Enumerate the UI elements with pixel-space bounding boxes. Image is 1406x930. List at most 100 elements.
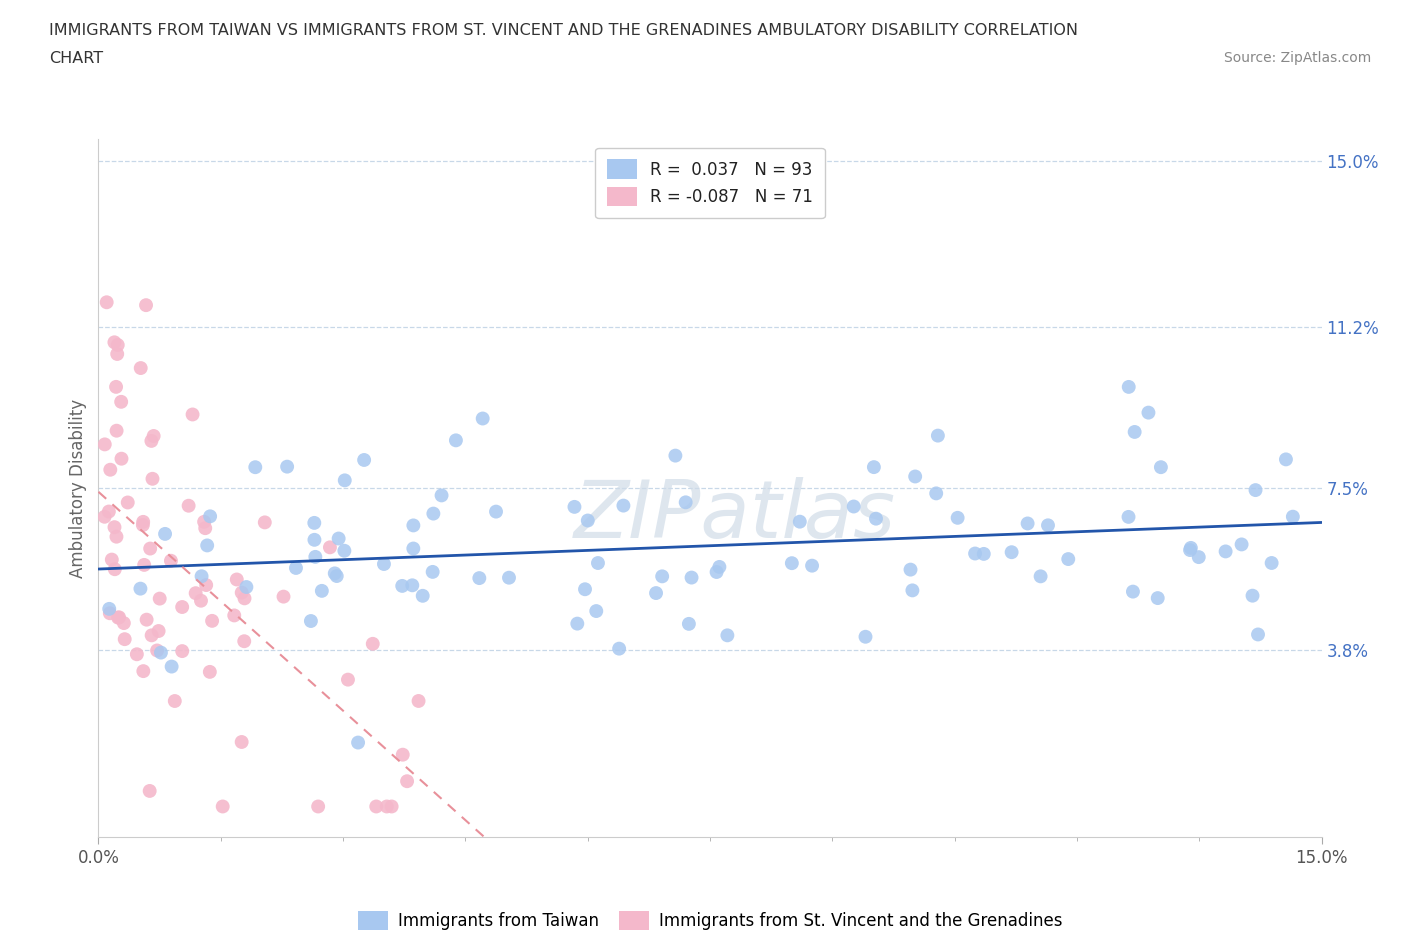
Point bbox=[585, 604, 607, 618]
Point bbox=[336, 672, 359, 687]
Point bbox=[1001, 545, 1024, 560]
Point bbox=[651, 569, 673, 584]
Point bbox=[925, 486, 948, 501]
Point bbox=[98, 602, 121, 617]
Point bbox=[375, 799, 398, 814]
Point bbox=[285, 561, 308, 576]
Point bbox=[422, 506, 444, 521]
Point bbox=[114, 631, 136, 646]
Point bbox=[863, 459, 886, 474]
Point bbox=[149, 591, 172, 606]
Point bbox=[412, 589, 434, 604]
Point bbox=[396, 774, 419, 789]
Point bbox=[141, 472, 163, 486]
Point bbox=[105, 423, 128, 438]
Point bbox=[231, 585, 253, 600]
Point bbox=[129, 581, 152, 596]
Point bbox=[973, 547, 995, 562]
Point bbox=[1029, 569, 1052, 584]
Point bbox=[101, 552, 124, 567]
Point bbox=[1215, 544, 1237, 559]
Point bbox=[347, 735, 370, 750]
Point bbox=[172, 600, 194, 615]
Point bbox=[789, 514, 811, 529]
Point bbox=[103, 520, 125, 535]
Point bbox=[402, 518, 425, 533]
Point bbox=[1057, 551, 1080, 566]
Point bbox=[1118, 379, 1140, 394]
Point bbox=[567, 617, 589, 631]
Point bbox=[93, 510, 115, 525]
Point bbox=[146, 643, 169, 658]
Point bbox=[194, 521, 217, 536]
Point bbox=[709, 560, 731, 575]
Point bbox=[98, 605, 121, 620]
Point bbox=[225, 572, 247, 587]
Point bbox=[444, 432, 467, 447]
Y-axis label: Ambulatory Disability: Ambulatory Disability bbox=[69, 399, 87, 578]
Point bbox=[107, 338, 129, 352]
Point bbox=[612, 498, 634, 513]
Point bbox=[408, 694, 430, 709]
Point bbox=[94, 437, 117, 452]
Point bbox=[323, 566, 346, 581]
Point bbox=[198, 509, 221, 524]
Point bbox=[304, 550, 326, 565]
Point bbox=[132, 514, 155, 529]
Point bbox=[1282, 510, 1305, 525]
Point bbox=[1180, 540, 1202, 555]
Point bbox=[1178, 542, 1201, 557]
Point bbox=[235, 579, 257, 594]
Point bbox=[103, 335, 125, 350]
Point bbox=[233, 591, 256, 605]
Point bbox=[576, 513, 599, 528]
Point bbox=[1247, 627, 1270, 642]
Point bbox=[149, 645, 172, 660]
Point bbox=[129, 361, 152, 376]
Point bbox=[110, 451, 132, 466]
Point bbox=[117, 495, 139, 510]
Point bbox=[664, 448, 686, 463]
Point bbox=[233, 633, 256, 648]
Point bbox=[172, 644, 194, 658]
Point bbox=[1241, 589, 1264, 604]
Point bbox=[224, 608, 246, 623]
Point bbox=[181, 407, 204, 422]
Point bbox=[125, 647, 148, 662]
Legend: Immigrants from Taiwan, Immigrants from St. Vincent and the Grenadines: Immigrants from Taiwan, Immigrants from … bbox=[352, 905, 1069, 930]
Point bbox=[153, 526, 176, 541]
Point bbox=[361, 636, 384, 651]
Point bbox=[333, 543, 356, 558]
Point bbox=[98, 462, 121, 477]
Point bbox=[1017, 516, 1039, 531]
Point bbox=[193, 514, 215, 529]
Point bbox=[190, 593, 212, 608]
Point bbox=[299, 614, 322, 629]
Point bbox=[139, 541, 162, 556]
Point bbox=[163, 694, 186, 709]
Point bbox=[107, 610, 129, 625]
Point bbox=[842, 499, 865, 514]
Point bbox=[138, 783, 160, 798]
Point bbox=[391, 747, 413, 762]
Point bbox=[645, 586, 668, 601]
Point bbox=[184, 586, 207, 601]
Text: CHART: CHART bbox=[49, 51, 103, 66]
Point bbox=[132, 518, 155, 533]
Point bbox=[1230, 537, 1253, 551]
Point bbox=[201, 614, 224, 629]
Point bbox=[307, 799, 329, 814]
Point bbox=[1123, 424, 1146, 439]
Point bbox=[904, 469, 927, 484]
Point bbox=[401, 578, 423, 592]
Point bbox=[273, 590, 295, 604]
Point bbox=[574, 582, 596, 597]
Point bbox=[946, 511, 969, 525]
Point bbox=[231, 735, 253, 750]
Point bbox=[245, 459, 267, 474]
Point bbox=[1150, 459, 1173, 474]
Point bbox=[855, 630, 877, 644]
Point bbox=[104, 562, 127, 577]
Point bbox=[468, 571, 491, 586]
Point bbox=[108, 610, 131, 625]
